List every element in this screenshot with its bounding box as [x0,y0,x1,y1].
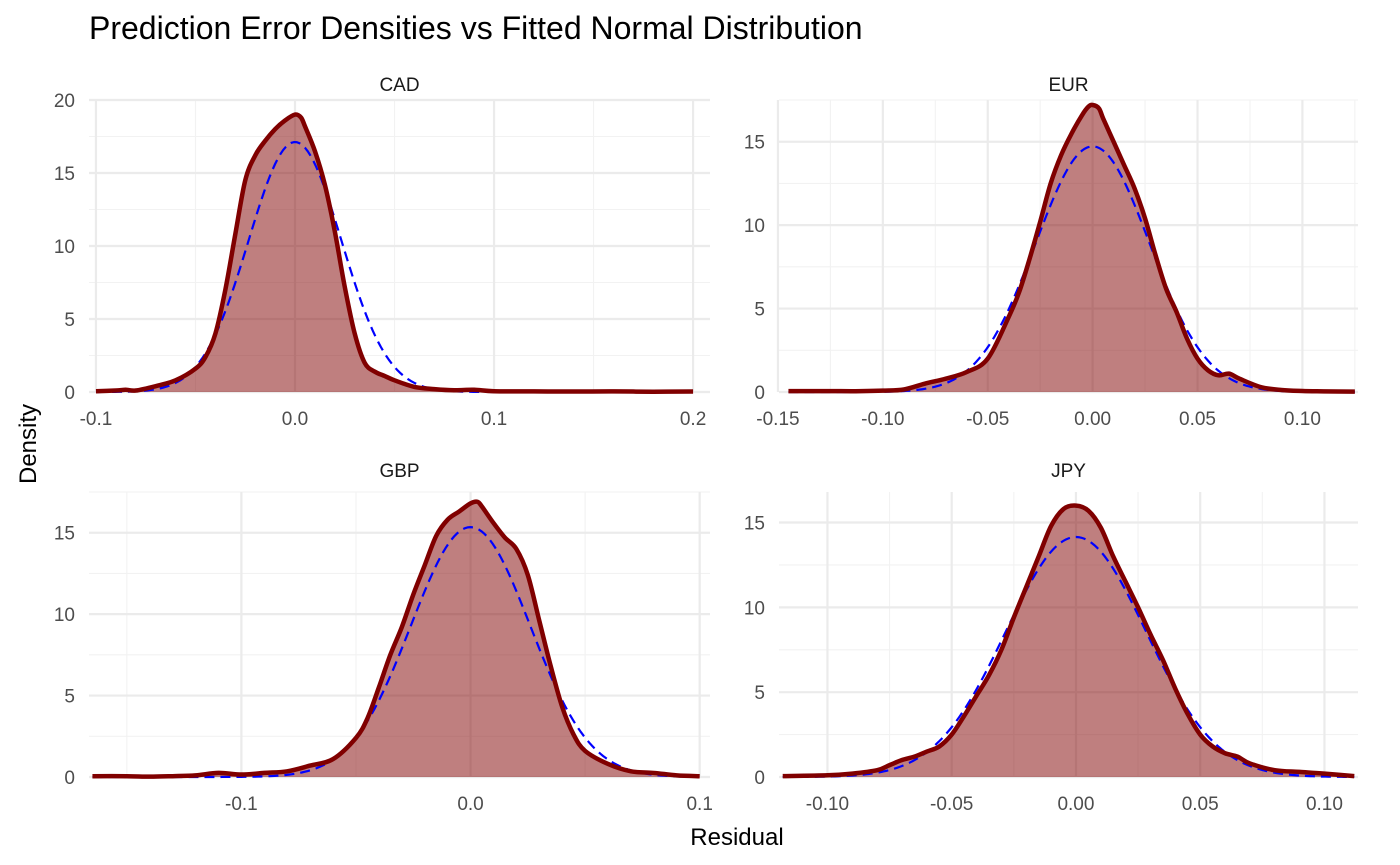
x-tick-label: -0.15 [756,409,799,430]
strip-label-gbp: GBP [379,461,419,482]
x-tick-label: 0.05 [1179,409,1216,430]
strip-label-eur: EUR [1048,75,1088,96]
x-tick-label: 0.00 [1074,409,1111,430]
density-area-gbp [92,501,700,777]
y-tick-label: 15 [54,524,75,545]
y-tick-label: 0 [64,383,75,404]
y-tick-label: 10 [744,598,765,619]
density-line-gbp [92,499,700,779]
y-tick-label: 0 [754,768,765,789]
y-tick-label: 5 [64,687,75,708]
y-axis-label: Density [15,404,42,484]
y-tick-label: 10 [744,216,765,237]
x-axis-label: Residual [690,824,783,851]
y-tick-label: 5 [754,300,765,321]
x-tick-label: -0.10 [806,794,849,815]
x-tick-label: 0.1 [686,794,712,815]
x-tick-label: 0.2 [680,409,706,430]
x-tick-label: -0.1 [80,409,113,430]
density-area-eur [788,104,1355,392]
x-tick-label: -0.05 [966,409,1009,430]
panel-jpy: -0.10 -0.05 0.00 0.05 0.10 0 5 10 15 JPY [744,461,1358,815]
x-tick-label: -0.10 [861,409,904,430]
y-tick-label: 15 [54,164,75,185]
x-tick-label: 0.10 [1306,794,1343,815]
density-line-jpy [782,503,1355,779]
density-line-eur [788,102,1355,394]
y-tick-label: 5 [64,310,75,331]
panel-cad: -0.1 0.0 0.1 0.2 0 5 10 15 20 CAD [54,75,710,430]
y-tick-label: 5 [754,683,765,704]
y-tick-label: 10 [54,605,75,626]
panel-gbp: -0.1 0.0 0.1 0 5 10 15 GBP [54,461,713,815]
x-tick-label: -0.05 [930,794,973,815]
chart-title: Prediction Error Densities vs Fitted Nor… [89,10,863,46]
x-tick-label: 0.05 [1182,794,1219,815]
density-area-jpy [782,505,1355,777]
normal-curve-jpy [782,535,1355,779]
x-tick-label: -0.1 [225,794,258,815]
y-tick-label: 10 [54,237,75,258]
y-tick-label: 15 [744,514,765,535]
y-tick-label: 0 [64,768,75,789]
x-tick-label: 0.10 [1284,409,1321,430]
strip-label-cad: CAD [379,75,419,96]
density-line-cad [95,112,694,394]
y-tick-label: 0 [754,383,765,404]
x-tick-label: 0.00 [1057,794,1094,815]
panel-eur: -0.15 -0.10 -0.05 0.00 0.05 0.10 0 5 10 15 EUR [744,75,1358,430]
strip-label-jpy: JPY [1051,461,1086,482]
x-tick-label: 0.0 [282,409,308,430]
y-tick-label: 15 [744,133,765,154]
x-tick-label: 0.1 [481,409,507,430]
x-tick-label: 0.0 [457,794,483,815]
y-tick-label: 20 [54,91,75,112]
